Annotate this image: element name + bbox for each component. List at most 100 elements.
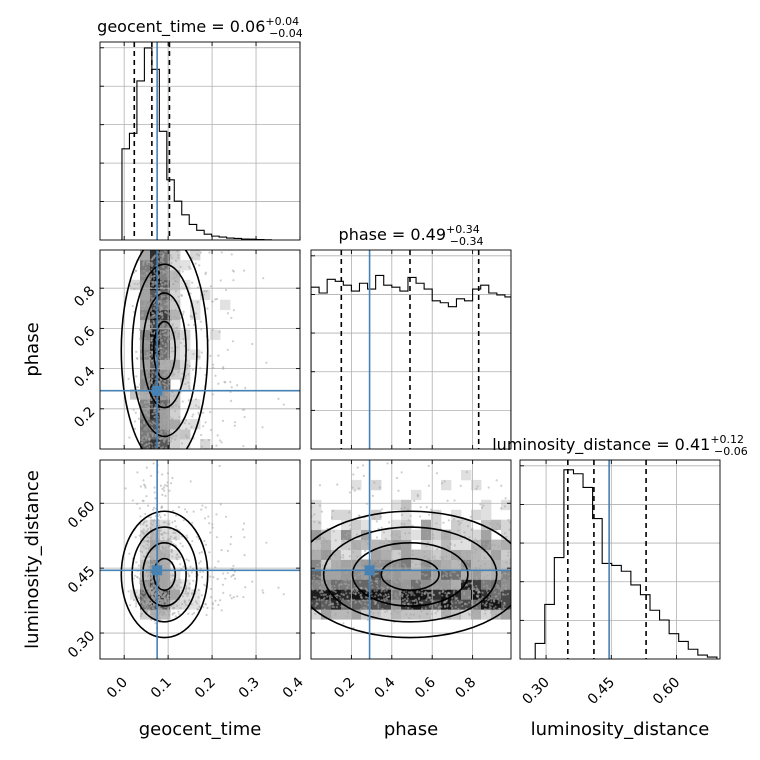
sample-point — [475, 584, 478, 588]
sample-point — [170, 437, 174, 440]
sample-point — [214, 599, 217, 602]
sample-point — [165, 418, 168, 421]
sample-point — [149, 572, 153, 575]
sample-point — [175, 273, 179, 276]
sample-point — [447, 585, 451, 588]
sample-point — [484, 602, 487, 605]
histogram-luminosity_distance — [534, 469, 718, 659]
sample-point — [447, 547, 450, 550]
sample-point — [236, 595, 239, 598]
sample-point — [151, 368, 154, 371]
sample-point — [161, 567, 165, 570]
sample-point — [134, 605, 138, 608]
x-tick-label-geocent_time: 0.3 — [236, 675, 263, 702]
sample-point — [456, 599, 460, 602]
sample-point — [504, 497, 507, 500]
sample-point — [171, 417, 174, 420]
sample-point — [143, 387, 146, 391]
sample-point — [509, 608, 511, 611]
sample-point — [177, 555, 180, 559]
sample-point — [200, 576, 204, 579]
sample-point — [154, 533, 157, 536]
sample-point — [160, 596, 164, 599]
sample-point — [400, 580, 403, 584]
sample-point — [467, 601, 471, 604]
sample-point — [442, 536, 445, 539]
density-cell — [170, 250, 181, 261]
sample-point — [150, 618, 153, 621]
sample-point — [181, 270, 184, 273]
contour-level-1 — [142, 292, 187, 409]
sample-point — [311, 584, 313, 587]
sample-point — [143, 305, 146, 308]
sample-point — [152, 274, 156, 277]
sample-point — [154, 429, 157, 432]
sample-point — [170, 548, 174, 551]
sample-point — [463, 566, 466, 569]
sample-point — [172, 578, 175, 581]
sample-point — [472, 608, 476, 612]
sample-point — [151, 336, 154, 339]
sample-point — [173, 410, 177, 413]
sample-point — [349, 602, 352, 605]
sample-point — [166, 332, 169, 335]
sample-point — [141, 436, 145, 439]
density-cell — [341, 539, 352, 550]
sample-point — [163, 563, 166, 566]
sample-point — [320, 542, 323, 545]
sample-point — [378, 486, 381, 489]
sample-point — [495, 595, 498, 598]
sample-point — [194, 600, 198, 603]
sample-point — [194, 312, 198, 315]
sample-point — [411, 592, 414, 595]
sample-point — [141, 499, 144, 502]
density-cell — [441, 539, 452, 550]
density-cell — [160, 539, 171, 550]
sample-point — [141, 605, 144, 608]
density-cell — [391, 559, 402, 570]
sample-point — [495, 528, 498, 531]
sample-point — [224, 288, 228, 292]
sample-point — [204, 506, 207, 509]
sample-point — [164, 430, 167, 433]
sample-point — [471, 602, 474, 606]
sample-point — [157, 538, 160, 541]
sample-point — [182, 338, 185, 341]
sample-point — [317, 521, 321, 524]
sample-point — [144, 250, 147, 252]
sample-point — [436, 585, 439, 588]
sample-point — [161, 382, 164, 385]
sample-point — [154, 442, 157, 445]
sample-point — [375, 520, 378, 523]
sample-point — [342, 605, 345, 608]
density-cell — [481, 519, 492, 531]
sample-point — [184, 374, 187, 378]
sample-point — [348, 532, 352, 535]
sample-point — [162, 531, 166, 534]
sample-point — [145, 600, 148, 603]
sample-point — [474, 567, 478, 570]
sample-point — [165, 408, 168, 411]
density-cell — [361, 579, 372, 590]
sample-point — [446, 545, 449, 548]
sample-point — [158, 357, 161, 360]
sample-point — [196, 286, 200, 289]
sample-point — [222, 591, 225, 594]
sample-point — [168, 382, 171, 386]
sample-point — [407, 603, 411, 606]
density-cell — [311, 609, 322, 620]
density-cell — [391, 519, 402, 531]
sample-point — [162, 347, 165, 351]
density-cell — [491, 589, 502, 600]
sample-point — [330, 602, 333, 605]
sample-point — [346, 561, 349, 564]
sample-point — [450, 600, 453, 603]
sample-point — [184, 592, 187, 595]
sample-point — [152, 277, 156, 280]
sample-point — [174, 259, 178, 262]
sample-point — [152, 563, 155, 566]
sample-point — [146, 364, 149, 368]
sample-point — [478, 567, 481, 570]
sample-point — [186, 363, 189, 367]
sample-point — [152, 371, 155, 374]
